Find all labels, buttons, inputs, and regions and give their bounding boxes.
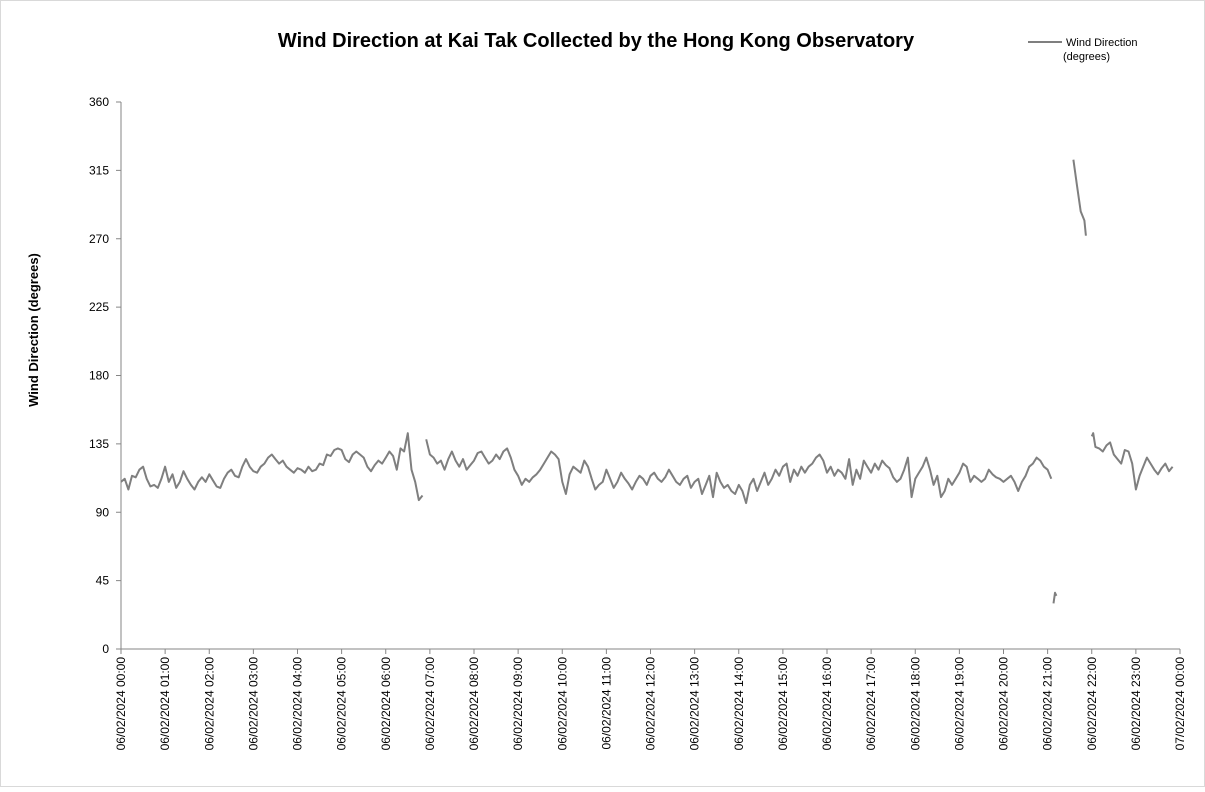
series-line-segment <box>425 439 1053 505</box>
x-tick-label: 06/02/2024 09:00 <box>511 657 525 751</box>
series-line-segment <box>1072 159 1087 236</box>
x-tick-label: 06/02/2024 22:00 <box>1085 657 1099 751</box>
x-tick-label: 06/02/2024 00:00 <box>114 657 128 751</box>
x-tick-label: 06/02/2024 04:00 <box>291 657 305 751</box>
y-axis-label: Wind Direction (degrees) <box>26 253 41 407</box>
x-tick-label: 06/02/2024 18:00 <box>908 657 922 751</box>
x-tick-label: 06/02/2024 03:00 <box>246 657 260 751</box>
y-tick-label: 45 <box>96 574 110 588</box>
x-tick-label: 06/02/2024 15:00 <box>776 657 790 751</box>
axes: 0 45 90 135 180 225 270 315 360 06/02/2024 00:00 0… <box>89 95 1187 750</box>
series-line-segment <box>1090 432 1174 491</box>
y-tick-label: 135 <box>89 437 109 451</box>
x-tick-label: 06/02/2024 05:00 <box>335 657 349 751</box>
x-tick-label: 07/02/2024 00:00 <box>1173 657 1187 751</box>
x-tick-label: 06/02/2024 10:00 <box>555 657 569 751</box>
x-tick-label: 06/02/2024 13:00 <box>688 657 702 751</box>
legend-label: Wind Direction (degrees) <box>1063 37 1138 63</box>
x-tick-label: 06/02/2024 17:00 <box>864 657 878 751</box>
x-tick-label: 06/02/2024 06:00 <box>379 657 393 751</box>
x-tick-label: 06/02/2024 23:00 <box>1129 657 1143 751</box>
x-tick-label: 06/02/2024 02:00 <box>202 657 216 751</box>
x-tick-label: 06/02/2024 19:00 <box>952 657 966 751</box>
x-tick-label: 06/02/2024 08:00 <box>467 657 481 751</box>
y-tick-label: 90 <box>96 505 110 519</box>
y-tick-label: 180 <box>89 369 109 383</box>
legend: Wind Direction (degrees) <box>1028 37 1138 63</box>
x-tick-label: 06/02/2024 14:00 <box>732 657 746 751</box>
y-tick-label: 225 <box>89 300 109 314</box>
x-tick-label: 06/02/2024 11:00 <box>599 657 613 750</box>
y-tick-label: 315 <box>89 163 109 177</box>
y-tick-label: 360 <box>89 95 109 109</box>
series-line-segment <box>120 432 424 502</box>
chart-title: Wind Direction at Kai Tak Collected by t… <box>278 30 915 52</box>
x-tick-label: 06/02/2024 01:00 <box>158 657 172 751</box>
series-layer <box>120 159 1174 604</box>
x-tick-label: 06/02/2024 16:00 <box>820 657 834 751</box>
x-tick-label: 06/02/2024 12:00 <box>644 657 658 751</box>
y-tick-label: 270 <box>89 232 109 246</box>
x-tick-label: 06/02/2024 07:00 <box>423 657 437 751</box>
y-tick-label: 0 <box>102 642 109 656</box>
x-tick-label: 06/02/2024 21:00 <box>1041 657 1055 751</box>
x-tick-label: 06/02/2024 20:00 <box>997 657 1011 751</box>
series-line-segment <box>1052 591 1058 604</box>
